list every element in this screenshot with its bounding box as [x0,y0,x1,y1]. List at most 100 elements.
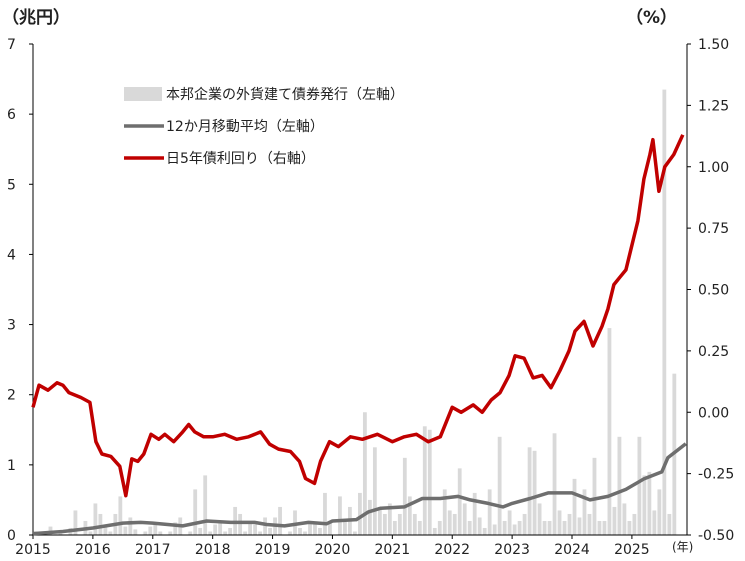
bar-issuance [427,429,432,535]
bar-issuance [158,531,163,535]
bar-issuance [547,520,552,535]
bar-issuance [258,531,262,535]
bar-issuance [243,531,248,535]
left-tick-label: 2 [7,388,16,404]
right-axis-unit: （%） [626,8,678,28]
x-tick-label: 2024 [554,542,590,558]
bar-issuance [73,510,78,535]
bar-issuance [637,436,642,535]
bar-issuance [88,531,93,535]
bar-issuance [328,520,332,535]
right-tick-label: -0.25 [698,467,734,483]
bar-issuance [652,510,657,535]
bar-issuance [407,496,412,535]
bar-issuance [397,513,402,535]
bar-issuance [667,513,672,535]
bar-issuance [268,527,272,535]
bar-issuance [188,531,193,535]
bar-issuance [123,526,128,535]
bar-issuance [208,531,213,535]
bar-issuance [362,412,367,535]
bar-issuance [238,513,243,535]
bar-issuance [562,520,567,535]
right-tick-label: 1.25 [698,98,729,114]
bar-issuance [552,433,557,535]
bar-issuance [617,436,622,535]
moving-average-line [32,442,687,536]
bar-issuance [447,510,452,535]
bar-issuance [253,524,257,535]
left-axis-unit: （兆円） [2,8,70,28]
bar-issuance [467,520,472,535]
left-tick-label: 7 [7,37,16,53]
yield-line [31,134,685,498]
bar-issuance [582,489,587,535]
bar-issuance [128,517,133,535]
bar-issuance [417,520,422,535]
bar-issuance [597,520,602,535]
bar-issuance [357,492,362,535]
bar-issuance [223,531,228,535]
x-tick-label: 2020 [315,542,351,558]
bar-issuance [387,503,392,535]
left-tick-label: 5 [7,177,16,193]
bar-issuance [462,503,467,535]
bar-issuance [308,520,312,535]
bar-issuance [627,520,632,535]
right-tick-label: 0.00 [698,405,729,421]
legend-swatch-bar [124,87,162,101]
right-tick-label: -0.50 [698,528,734,544]
bar-issuance [542,520,547,535]
legend-label: 日5年債利回り（右軸） [166,151,315,167]
bar-issuance [477,517,482,535]
bar-issuance [103,524,108,535]
left-tick-label: 6 [7,107,16,123]
bar-issuance [153,524,158,535]
bar-issuance [338,496,342,535]
right-tick-label: 0.50 [698,283,729,299]
bar-issuance [497,436,502,535]
bar-issuance [517,520,522,535]
bar-issuance [93,503,98,535]
x-tick-label: 2019 [255,542,291,558]
bar-issuance [647,471,652,535]
bar-issuance [173,522,178,535]
bar-issuance [382,513,387,535]
bar-issuance [502,520,507,535]
left-tick-label: 4 [7,247,16,263]
bar-issuance [108,531,113,535]
x-tick-label: 2023 [494,542,530,558]
bar-issuance [662,89,667,535]
bar-issuance [263,517,267,535]
bar-issuance [168,531,173,535]
bar-issuance [372,447,377,535]
bar-issuance [572,478,577,535]
bar-issuance [318,527,322,535]
bar-issuance [457,468,462,535]
bar-issuance [402,457,407,535]
bar-issuance [248,520,253,535]
x-tick-label: 2015 [15,542,51,558]
x-tick-label: 2022 [434,542,470,558]
bar-issuance [148,526,153,535]
bar-issuance [607,328,612,535]
bar-issuance [432,527,437,535]
bar-issuance [437,520,442,535]
bar-issuance [412,513,417,535]
bar-issuance [567,513,572,535]
left-tick-label: 3 [7,318,16,334]
bar-issuance [218,520,223,535]
bar-issuance [278,506,282,535]
x-tick-label: 2021 [375,542,411,558]
bar-issuance [422,426,427,535]
right-tick-label: 1.00 [698,160,729,176]
bar-issuance [587,513,592,535]
bar-issuance [657,489,662,535]
bar-issuance [487,489,492,535]
bar-issuance [532,450,537,535]
right-tick-label: 0.25 [698,344,729,360]
x-tick-label: 2025 [614,542,650,558]
bar-issuance [507,510,512,535]
bar-issuance [522,513,527,535]
